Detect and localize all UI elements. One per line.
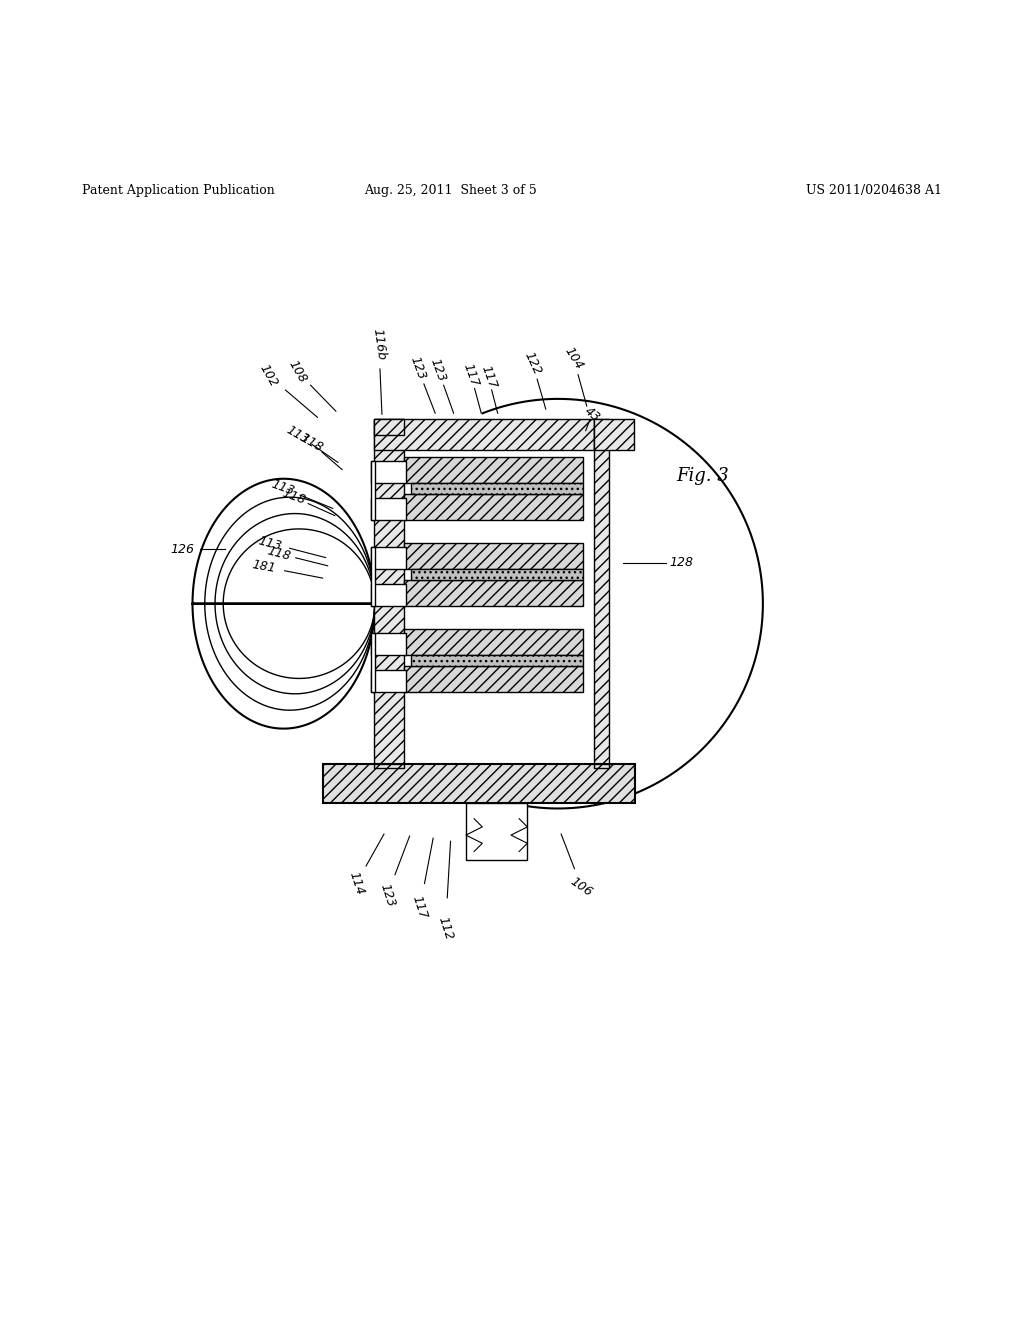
- Text: 116b: 116b: [371, 327, 387, 362]
- Bar: [404, 494, 584, 520]
- Text: 123: 123: [428, 356, 449, 384]
- Text: 118: 118: [265, 544, 292, 562]
- Bar: [374, 420, 404, 434]
- Text: 118: 118: [298, 432, 325, 454]
- Text: 112: 112: [435, 915, 456, 941]
- Bar: [371, 632, 375, 693]
- Bar: [594, 764, 609, 767]
- Text: 43: 43: [582, 404, 602, 424]
- Bar: [594, 420, 634, 450]
- Text: Fig. 3: Fig. 3: [676, 467, 729, 484]
- Text: 113: 113: [285, 424, 311, 446]
- Text: 181: 181: [251, 558, 278, 576]
- Text: 108: 108: [286, 358, 308, 385]
- Bar: [374, 764, 404, 767]
- Text: 123: 123: [408, 355, 428, 381]
- Bar: [323, 764, 635, 804]
- Bar: [411, 483, 584, 494]
- Text: 128: 128: [670, 556, 693, 569]
- Bar: [404, 628, 584, 655]
- Bar: [374, 420, 404, 767]
- Bar: [371, 546, 375, 606]
- Bar: [404, 457, 584, 483]
- Text: 104: 104: [561, 345, 586, 371]
- Bar: [374, 420, 594, 450]
- Text: 123: 123: [377, 882, 397, 909]
- Text: Aug. 25, 2011  Sheet 3 of 5: Aug. 25, 2011 Sheet 3 of 5: [365, 183, 537, 197]
- Text: 117: 117: [410, 895, 430, 921]
- Bar: [371, 632, 406, 655]
- Text: 126: 126: [170, 543, 195, 556]
- Bar: [404, 667, 584, 693]
- Bar: [594, 420, 609, 767]
- Text: Patent Application Publication: Patent Application Publication: [82, 183, 274, 197]
- Text: 113: 113: [269, 478, 296, 498]
- Bar: [371, 498, 406, 520]
- Text: 118: 118: [281, 487, 307, 507]
- Bar: [371, 461, 406, 483]
- Bar: [466, 804, 527, 859]
- Bar: [404, 543, 584, 569]
- Bar: [371, 546, 406, 569]
- Text: 117: 117: [478, 364, 499, 391]
- Text: 113: 113: [257, 533, 284, 553]
- Bar: [411, 655, 584, 667]
- Text: 114: 114: [346, 870, 367, 896]
- Bar: [371, 585, 406, 606]
- Bar: [404, 581, 584, 606]
- Bar: [411, 569, 584, 581]
- Text: 106: 106: [568, 875, 595, 899]
- Text: US 2011/0204638 A1: US 2011/0204638 A1: [806, 183, 942, 197]
- Text: 102: 102: [257, 362, 280, 389]
- Bar: [371, 461, 375, 520]
- Bar: [371, 671, 406, 693]
- Text: 117: 117: [461, 362, 481, 389]
- Text: 122: 122: [521, 350, 544, 376]
